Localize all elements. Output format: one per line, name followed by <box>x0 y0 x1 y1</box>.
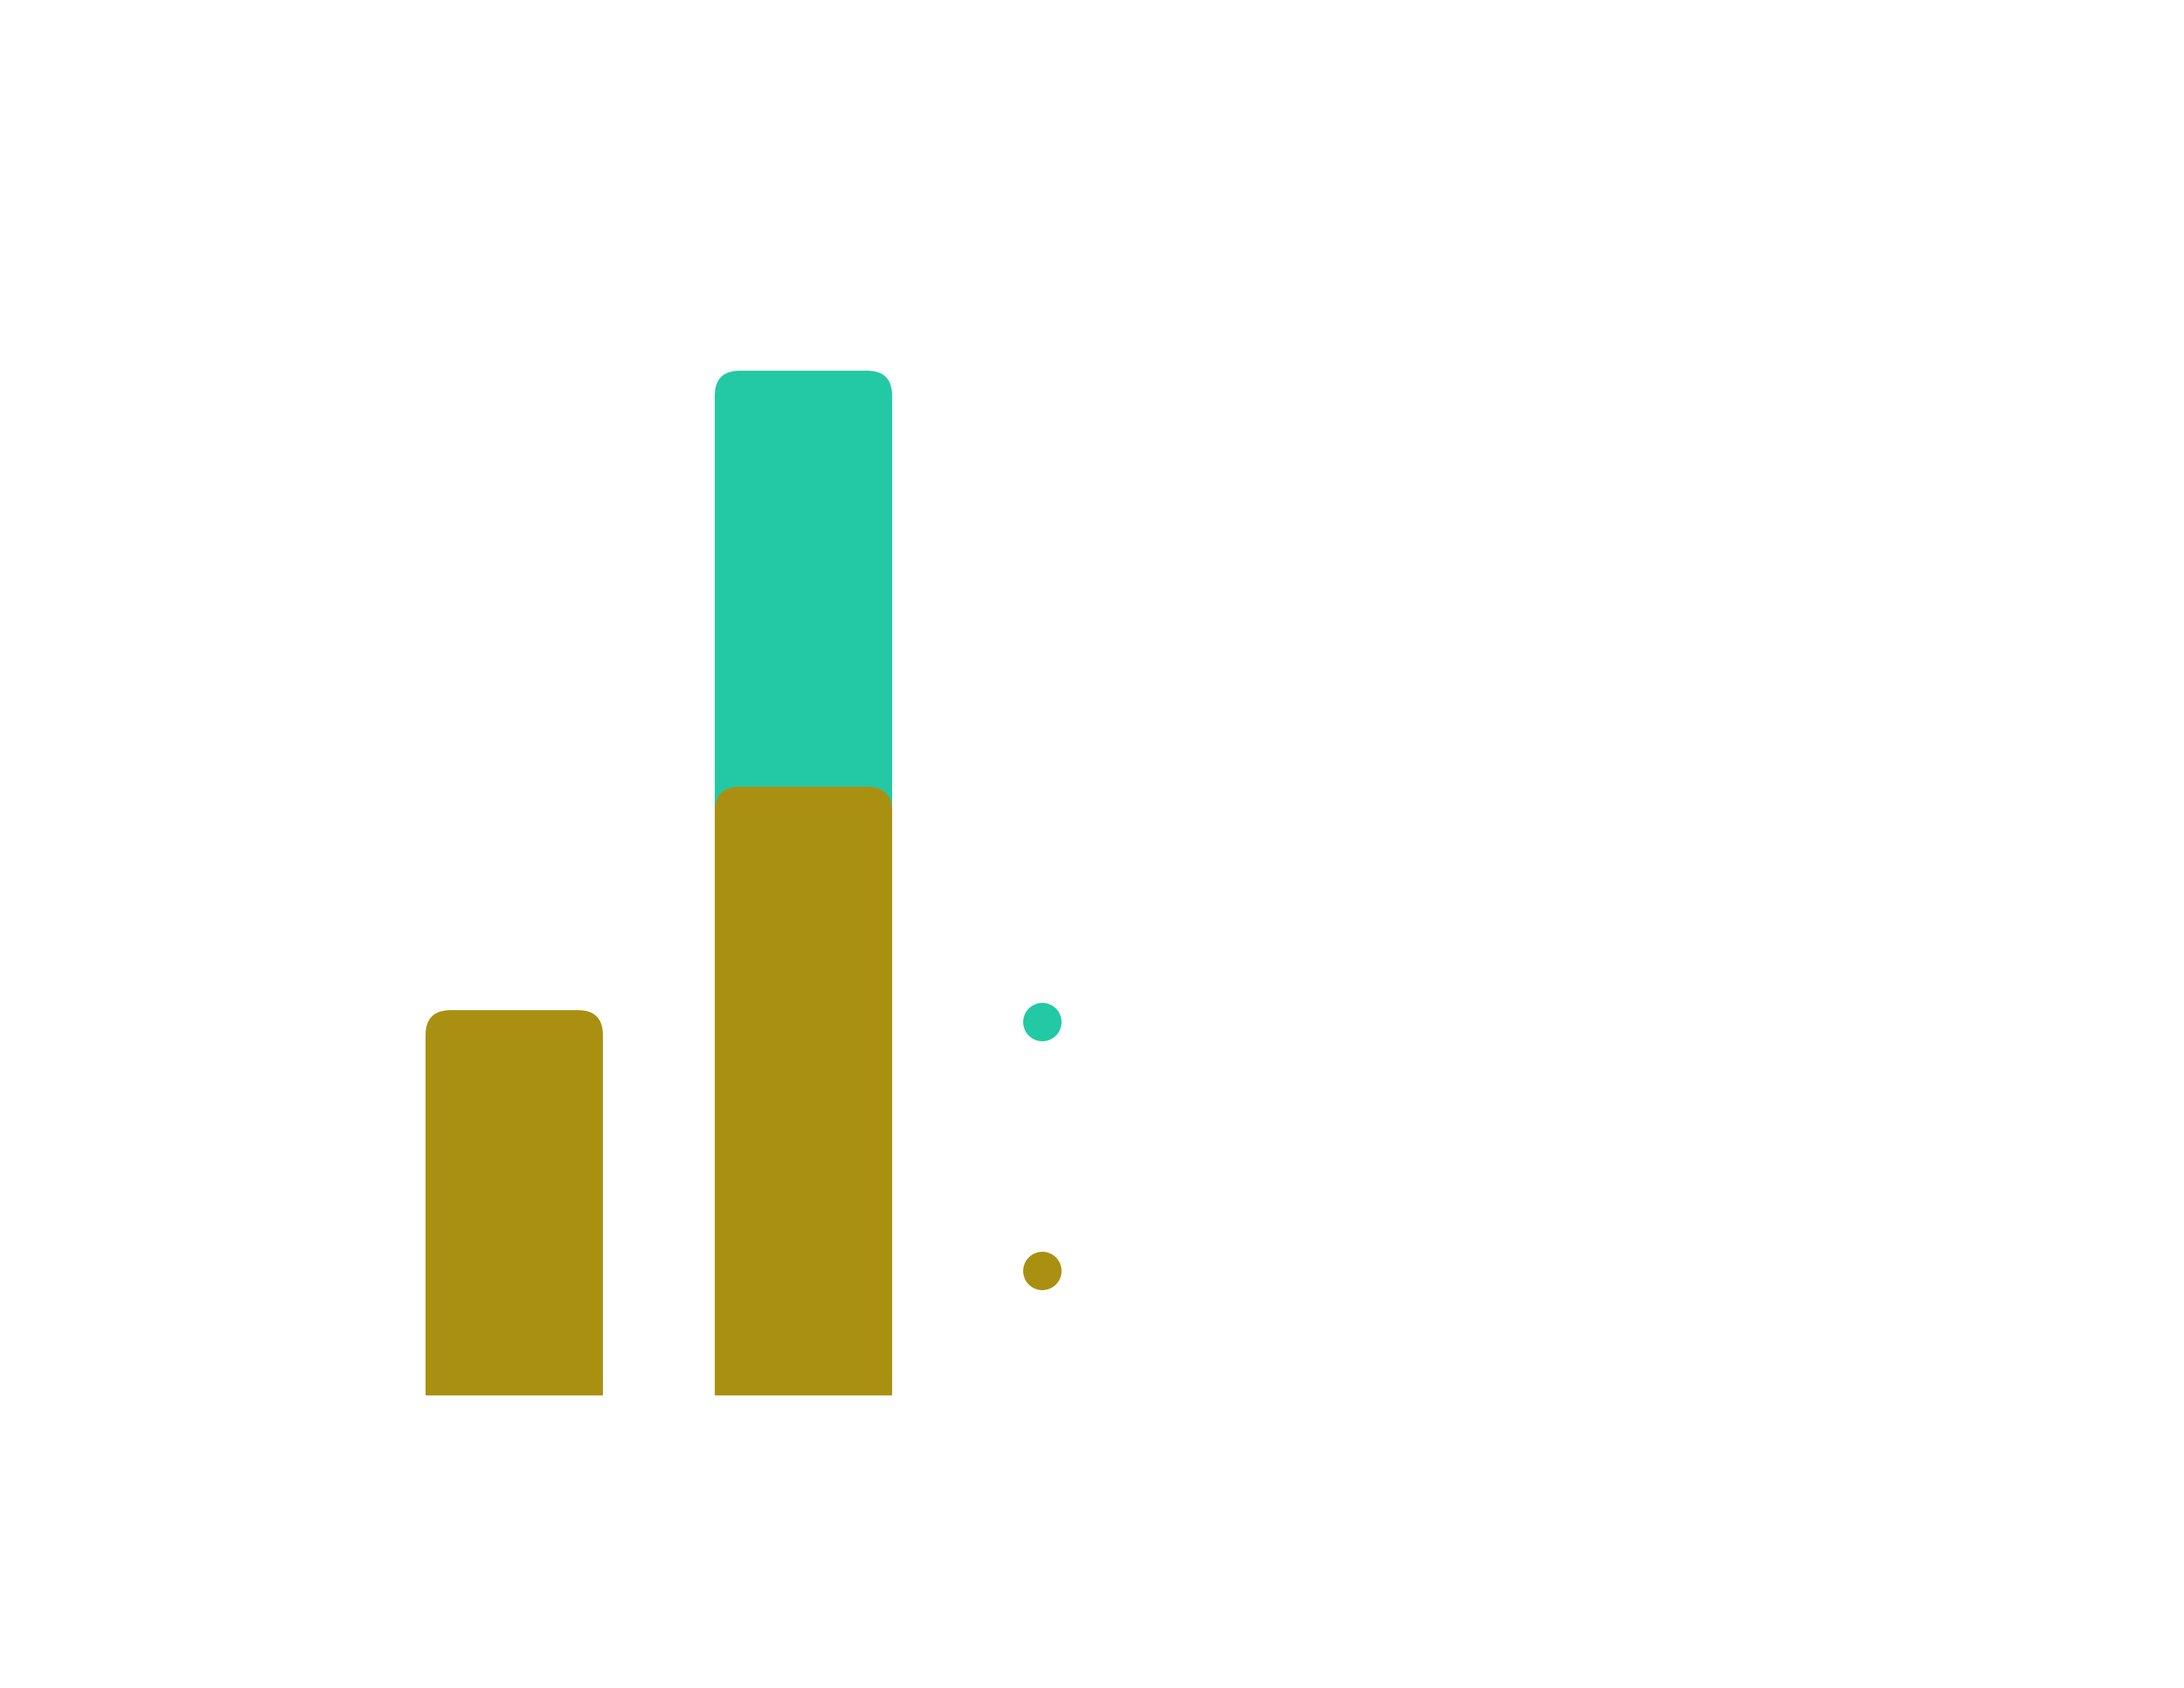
bar-category-2-series-1 <box>715 786 892 1395</box>
legend-marker-series-2 <box>1023 1003 1062 1041</box>
legend <box>1023 1003 1062 1290</box>
bars-layer <box>426 371 892 1395</box>
bar-category-1-series-1 <box>426 1009 603 1395</box>
legend-marker-series-1 <box>1023 1252 1062 1290</box>
